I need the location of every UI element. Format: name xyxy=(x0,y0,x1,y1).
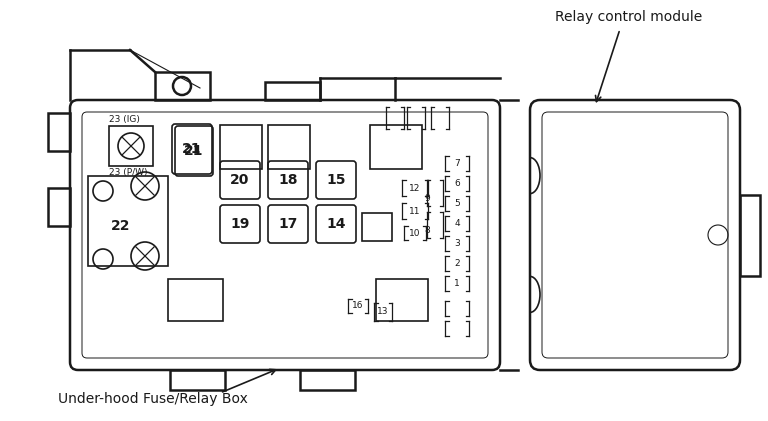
Bar xyxy=(109,126,153,166)
Text: 14: 14 xyxy=(326,217,346,231)
Bar xyxy=(376,279,428,321)
Text: 23 (IG): 23 (IG) xyxy=(109,115,140,124)
Bar xyxy=(48,113,70,151)
Text: 15: 15 xyxy=(326,173,346,187)
Text: 13: 13 xyxy=(377,307,389,317)
Text: 7: 7 xyxy=(454,158,460,168)
Text: 19: 19 xyxy=(230,217,250,231)
Bar xyxy=(362,213,392,241)
Text: 18: 18 xyxy=(278,173,298,187)
Bar xyxy=(300,370,355,390)
Bar xyxy=(155,72,210,100)
Bar xyxy=(168,279,223,321)
Text: Under-hood Fuse/Relay Box: Under-hood Fuse/Relay Box xyxy=(58,392,248,406)
Text: 2: 2 xyxy=(454,258,460,267)
Bar xyxy=(48,188,70,226)
Text: 20: 20 xyxy=(230,173,250,187)
Bar xyxy=(88,176,168,266)
Text: 21: 21 xyxy=(182,142,202,156)
Bar xyxy=(265,82,320,100)
Text: 5: 5 xyxy=(454,198,460,208)
Text: 4: 4 xyxy=(454,218,460,227)
Text: 10: 10 xyxy=(409,229,421,237)
Bar xyxy=(740,195,760,275)
Text: 16: 16 xyxy=(353,301,364,311)
Text: 21: 21 xyxy=(184,144,204,158)
Text: Relay control module: Relay control module xyxy=(555,10,702,24)
Text: 3: 3 xyxy=(454,239,460,248)
Text: 6: 6 xyxy=(454,179,460,187)
Text: 22: 22 xyxy=(111,219,131,233)
Text: 1: 1 xyxy=(454,279,460,288)
Text: 23 (P/W): 23 (P/W) xyxy=(109,168,147,177)
Bar xyxy=(370,125,422,169)
Text: 8: 8 xyxy=(424,226,430,234)
Text: 17: 17 xyxy=(278,217,298,231)
Bar xyxy=(170,370,225,390)
Text: 12: 12 xyxy=(409,184,421,192)
Bar xyxy=(220,125,262,169)
Text: 9: 9 xyxy=(424,194,430,203)
Text: 11: 11 xyxy=(409,206,421,216)
Bar xyxy=(268,125,310,169)
